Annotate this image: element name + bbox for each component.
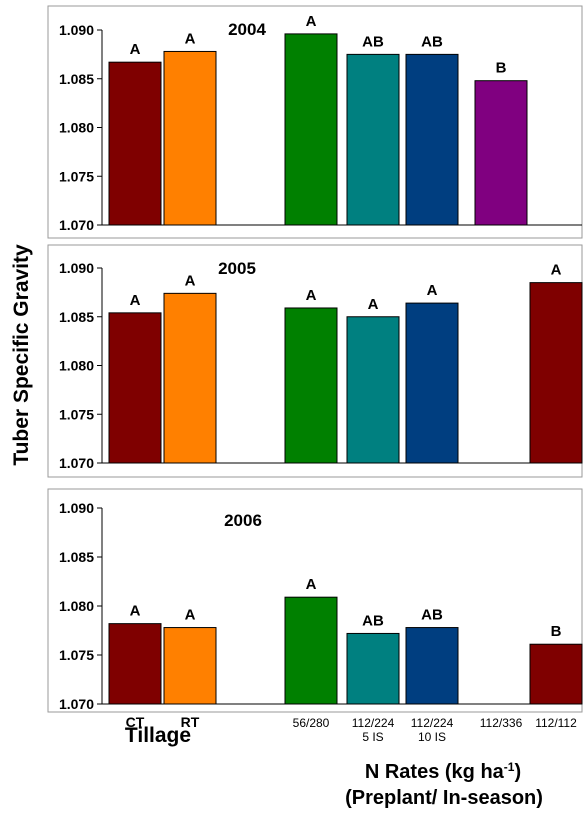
- y-tick-label: 1.080: [59, 120, 94, 136]
- significance-letter: A: [130, 292, 141, 309]
- significance-letter: A: [427, 282, 438, 299]
- x-tick-label: 5 IS: [362, 730, 383, 744]
- significance-letter: A: [306, 576, 317, 593]
- y-tick-label: 1.075: [59, 647, 94, 663]
- y-tick-label: 1.090: [59, 22, 94, 38]
- bar-2006-rt: [163, 627, 217, 705]
- significance-letter: AB: [362, 612, 384, 629]
- significance-letter: A: [185, 607, 196, 624]
- significance-letter: B: [496, 60, 507, 77]
- bar-2004-112-224-10-is: [405, 53, 459, 226]
- bar-2004-112-224-5-is: [346, 53, 400, 226]
- significance-letter: A: [368, 296, 379, 313]
- y-tick-label: 1.090: [59, 500, 94, 516]
- bar-2005-56-280: [284, 307, 338, 464]
- significance-letter: A: [306, 13, 317, 30]
- x-tick-label: 112/224: [352, 716, 395, 730]
- panel-2006: 1.070 1.075 1.080 1.085 1.090 A A A AB AB B 2006: [47, 488, 583, 713]
- y-tick-label: 1.075: [59, 406, 94, 422]
- bar-2005-ct: [108, 312, 162, 464]
- significance-letter: AB: [421, 607, 443, 624]
- bar-2006-56-280: [284, 596, 338, 705]
- significance-letter: AB: [421, 33, 443, 50]
- x-axis-label-tillage: Tillage: [125, 724, 191, 747]
- panel-2005: 1.070 1.075 1.080 1.085 1.090 A A A A A A 2005: [47, 244, 583, 478]
- y-tick-label: 1.080: [59, 358, 94, 374]
- bar-2005-112-224-5-is: [346, 316, 400, 464]
- bar-2004-56-280: [284, 33, 338, 226]
- y-tick-label: 1.070: [59, 455, 94, 471]
- significance-letter: B: [551, 623, 562, 640]
- y-tick-label: 1.090: [59, 260, 94, 276]
- bar-2005-rt: [163, 292, 217, 464]
- y-tick-label: 1.070: [59, 696, 94, 712]
- x-axis-label-preplant-inseason: (Preplant/ In-season): [345, 787, 543, 809]
- bar-2005-112-224-10-is: [405, 302, 459, 464]
- y-tick-label: 1.085: [59, 71, 94, 87]
- bar-2005-112-112: [529, 282, 583, 464]
- significance-letter: A: [551, 262, 562, 279]
- x-tick-label: RT: [181, 714, 200, 730]
- x-tick-label: 112/224: [411, 716, 454, 730]
- significance-letter: A: [185, 272, 196, 289]
- y-tick-label: 1.075: [59, 168, 94, 184]
- x-tick-label: 112/336: [480, 716, 523, 730]
- bar-2006-112-224-10-is: [405, 627, 459, 705]
- bar-2004-112-336: [474, 80, 528, 226]
- bar-2006-ct: [108, 623, 162, 705]
- significance-letter: A: [130, 603, 141, 620]
- x-tick-label: 56/280: [293, 716, 330, 730]
- x-tick-label: 112/112: [535, 716, 577, 730]
- x-tick-label: 10 IS: [418, 730, 446, 744]
- significance-letter: A: [306, 287, 317, 304]
- significance-letter: A: [185, 30, 196, 47]
- panel-title-year: 2006: [224, 511, 262, 530]
- bar-2004-ct: [108, 61, 162, 226]
- significance-letter: A: [130, 41, 141, 58]
- bar-2006-112-112: [529, 643, 583, 705]
- significance-letter: AB: [362, 33, 384, 50]
- x-tick-label: CT: [126, 714, 145, 730]
- y-tick-label: 1.085: [59, 309, 94, 325]
- y-tick-label: 1.070: [59, 217, 94, 233]
- y-tick-label: 1.080: [59, 598, 94, 614]
- panel-2004: 1.070 1.075 1.080 1.085 1.090 A A A AB AB B 2004: [47, 5, 583, 239]
- bar-2004-rt: [163, 50, 217, 226]
- panel-title-year: 2005: [218, 259, 256, 278]
- panel-title-year: 2004: [228, 20, 266, 39]
- y-axis-label: Tuber Specific Gravity: [10, 244, 33, 466]
- bar-2006-112-224-5-is: [346, 632, 400, 705]
- x-axis-label-n-rates: N Rates (kg ha-1): [365, 760, 521, 783]
- y-tick-label: 1.085: [59, 549, 94, 565]
